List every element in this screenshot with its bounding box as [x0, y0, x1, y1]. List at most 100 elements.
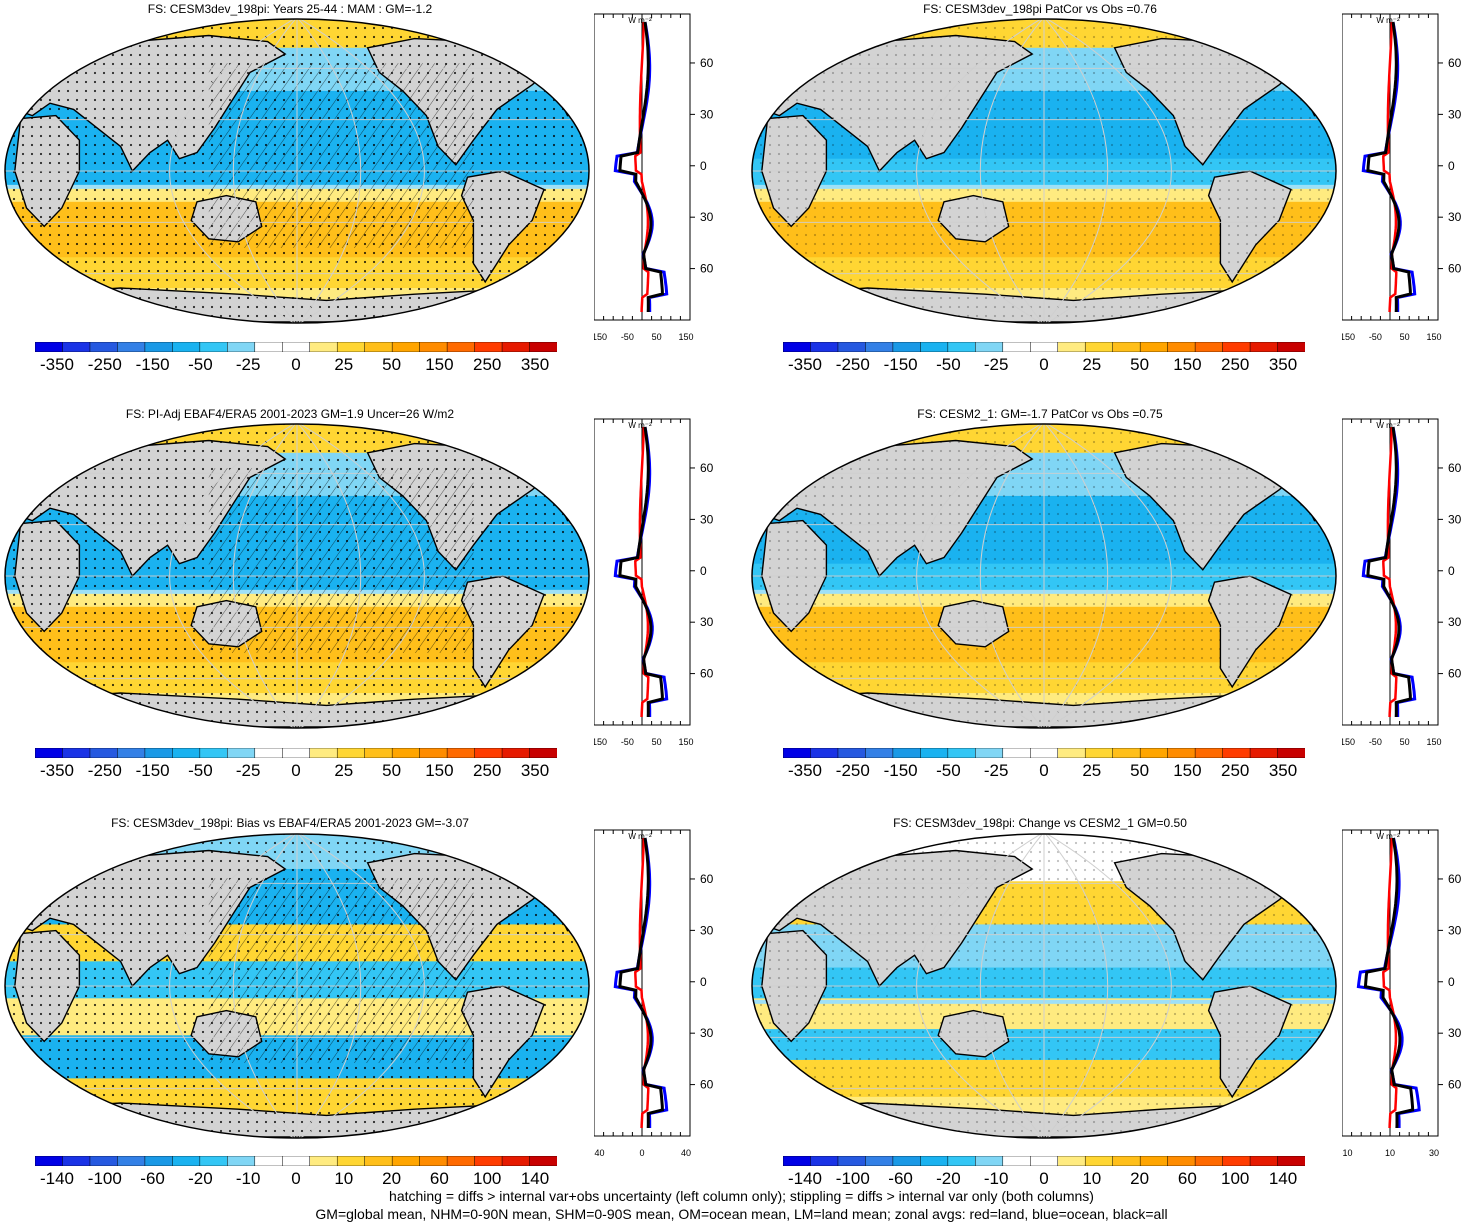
colorbar-swatch: [1194, 747, 1224, 759]
colorbar-swatch: [1084, 341, 1114, 353]
world-map: [751, 833, 1337, 1139]
colorbar-swatch: [34, 1155, 64, 1167]
colorbar-swatch: [1222, 747, 1251, 759]
colorbar-swatch: [62, 341, 91, 353]
zonal-all-line: [1366, 21, 1412, 313]
colorbar-swatch: [1222, 1155, 1251, 1167]
colorbar-swatch: [1167, 341, 1196, 353]
colorbar-tick-label: 150: [425, 761, 454, 780]
colorbar-swatch: [117, 1155, 146, 1167]
world-map: [751, 18, 1337, 324]
colorbar-tick-label: 250: [473, 761, 502, 780]
colorbar-tick-label: -350: [787, 761, 823, 780]
colorbar-swatch: [529, 1155, 558, 1167]
colorbar: -350 -250 -150 -50 -25 0 25 50 150 250 350: [34, 745, 558, 780]
lat-label: 30N: [1448, 107, 1462, 121]
colorbar-tick-label: 250: [1221, 355, 1250, 374]
colorbar-tick-label: -250: [835, 355, 870, 374]
colorbar-tick-label: -150: [135, 761, 170, 780]
colorbar-swatch: [837, 747, 867, 759]
colorbar-swatch: [1194, 341, 1224, 353]
colorbar-swatch: [446, 341, 476, 353]
colorbar-swatch: [501, 747, 531, 759]
colorbar-swatch: [975, 747, 1004, 759]
zonal-tick-label: -150: [1342, 332, 1355, 342]
colorbar-swatch: [254, 341, 284, 353]
colorbar-swatch: [1249, 747, 1279, 759]
colorbar-swatch: [1277, 747, 1306, 759]
zonal-tick-label: -50: [1369, 737, 1382, 747]
lat-label: 60N: [1448, 56, 1462, 70]
lat-label: 0: [700, 975, 707, 989]
colorbar-tick-label: -350: [787, 355, 823, 374]
colorbar-tick-label: 25: [334, 355, 354, 374]
lat-label: 60S: [1448, 667, 1462, 681]
colorbar-tick-label: -60: [888, 1169, 913, 1188]
colorbar-tick-label: -250: [87, 355, 122, 374]
colorbar-swatch: [144, 1155, 174, 1167]
zonal-tick-label: 50: [1400, 737, 1410, 747]
colorbar-swatch: [282, 341, 311, 353]
lat-label: 60S: [700, 667, 714, 681]
lat-label: 60N: [1448, 872, 1462, 886]
colorbar-swatch: [810, 1155, 839, 1167]
zonal-mean-plot: W m⁻² 60N 30N 0 30S 60S -40 0 40: [594, 829, 714, 1158]
colorbar-swatch: [282, 747, 311, 759]
colorbar-swatch: [1002, 747, 1032, 759]
colorbar-swatch: [309, 747, 338, 759]
world-map: [4, 423, 590, 729]
colorbar-tick-label: 10: [334, 1169, 354, 1188]
colorbar-swatch: [865, 1155, 894, 1167]
colorbar-swatch: [391, 1155, 421, 1167]
colorbar-tick-label: -140: [787, 1169, 823, 1188]
colorbar-swatch: [947, 341, 977, 353]
colorbar: -140 -100 -60 -20 -10 0 10 20 60 100 140: [34, 1153, 558, 1188]
colorbar-swatch: [364, 341, 393, 353]
colorbar-swatch: [172, 341, 201, 353]
zonal-tick-label: -50: [1369, 332, 1382, 342]
lat-label: 0: [1448, 564, 1455, 578]
colorbar-swatch: [947, 1155, 977, 1167]
land-greenland: [1201, 427, 1245, 454]
colorbar-tick-label: 150: [425, 355, 454, 374]
colorbar-swatch: [782, 1155, 812, 1167]
zonal-all-line: [618, 837, 664, 1129]
colorbar-swatch: [34, 341, 64, 353]
colorbar-tick-label: -20: [188, 1169, 213, 1188]
zonal-tick-label: -50: [621, 737, 634, 747]
lat-label: 30S: [1448, 210, 1462, 224]
colorbar-tick-label: 250: [1221, 761, 1250, 780]
colorbar-swatch: [1112, 341, 1141, 353]
colorbar-swatch: [144, 341, 174, 353]
colorbar-swatch: [1277, 341, 1306, 353]
zonal-unit: W m⁻²: [1376, 421, 1400, 430]
lat-label: 30S: [700, 210, 714, 224]
colorbar-tick-label: 250: [473, 355, 502, 374]
zonal-tick-label: -150: [594, 737, 607, 747]
colorbar-swatch: [199, 1155, 229, 1167]
lat-label: 0: [1448, 159, 1455, 173]
colorbar-swatch: [947, 747, 977, 759]
colorbar-swatch: [446, 1155, 476, 1167]
colorbar-tick-label: 350: [520, 761, 550, 780]
colorbar-swatch: [1084, 747, 1114, 759]
lat-label: 30S: [700, 615, 714, 629]
panel-title: FS: CESM3dev_198pi: Change vs CESM2_1 GM…: [893, 816, 1187, 830]
colorbar-swatch: [1277, 1155, 1306, 1167]
colorbar-tick-label: 25: [1082, 355, 1102, 374]
zonal-tick-label: 150: [1426, 737, 1441, 747]
colorbar-swatch: [1139, 1155, 1169, 1167]
colorbar-tick-label: -350: [39, 355, 75, 374]
colorbar-tick-label: 60: [429, 1169, 449, 1188]
colorbar-swatch: [117, 341, 146, 353]
colorbar-swatch: [529, 341, 558, 353]
colorbar-swatch: [782, 747, 812, 759]
zonal-tick-label: 150: [1426, 332, 1441, 342]
zonal-all-line: [618, 426, 664, 718]
zonal-all-line: [618, 21, 664, 313]
colorbar-swatch: [501, 341, 531, 353]
colorbar-swatch: [782, 341, 812, 353]
colorbar-swatch: [1249, 1155, 1279, 1167]
lat-label: 60S: [1448, 262, 1462, 276]
colorbar-tick-label: -20: [936, 1169, 961, 1188]
